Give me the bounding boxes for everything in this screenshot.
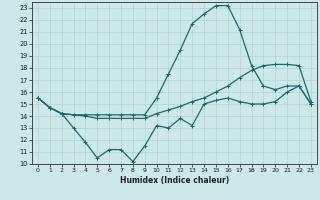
X-axis label: Humidex (Indice chaleur): Humidex (Indice chaleur) — [120, 176, 229, 185]
